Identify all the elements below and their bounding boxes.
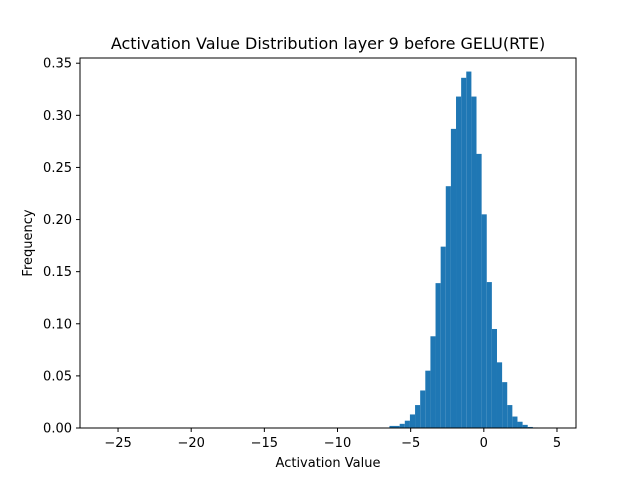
histogram-bar xyxy=(389,425,400,428)
histogram-bar xyxy=(527,426,533,428)
x-tick-label: −20 xyxy=(177,436,204,451)
chart-title: Activation Value Distribution layer 9 be… xyxy=(111,34,545,53)
x-tick-label: 5 xyxy=(553,436,561,451)
histogram-bar xyxy=(481,214,487,428)
histogram-bar xyxy=(517,421,523,428)
histogram-bars xyxy=(389,71,538,429)
y-axis-title: Frequency xyxy=(21,209,36,276)
histogram-bar xyxy=(502,382,508,428)
y-tick-label: 0.20 xyxy=(43,213,72,228)
histogram-bar xyxy=(415,405,421,428)
x-tick-label: −15 xyxy=(251,436,278,451)
y-tick-label: 0.30 xyxy=(43,109,72,124)
x-tick-label: −25 xyxy=(104,436,131,451)
histogram-bar xyxy=(450,128,457,428)
histogram-bar xyxy=(430,336,436,428)
x-axis-ticks: −25 −20 −15 −10 −5 0 5 xyxy=(104,428,561,451)
y-tick-label: 0.15 xyxy=(43,265,72,280)
histogram-bar xyxy=(440,246,446,428)
histogram-bar xyxy=(486,282,492,428)
histogram-bar xyxy=(420,390,426,428)
histogram-bar xyxy=(522,424,528,428)
y-tick-label: 0.05 xyxy=(43,369,72,384)
y-tick-label: 0.25 xyxy=(43,161,72,176)
histogram-bar xyxy=(456,96,462,428)
histogram-bar xyxy=(512,416,518,428)
x-axis-title: Activation Value xyxy=(276,456,381,471)
histogram-bar xyxy=(496,362,503,428)
histogram-bar xyxy=(491,328,497,428)
y-tick-label: 0.35 xyxy=(43,57,72,72)
y-tick-label: 0.00 xyxy=(43,422,72,437)
histogram-bar xyxy=(445,186,451,428)
histogram-bar xyxy=(507,405,513,428)
y-axis-ticks: 0.00 0.05 0.10 0.15 0.20 0.25 0.30 0.35 xyxy=(43,57,80,437)
plot-frame xyxy=(79,57,577,429)
histogram-bar xyxy=(404,420,410,428)
histogram-bar xyxy=(466,71,472,429)
x-tick-label: 0 xyxy=(480,436,488,451)
histogram-bar xyxy=(471,96,477,428)
x-tick-label: −5 xyxy=(401,436,420,451)
histogram-bar xyxy=(409,414,416,428)
histogram-bar xyxy=(399,423,405,428)
x-tick-label: −10 xyxy=(324,436,351,451)
histogram-bar xyxy=(476,153,482,428)
y-tick-label: 0.10 xyxy=(43,317,72,332)
histogram-bar xyxy=(435,283,441,428)
histogram-bar xyxy=(425,370,431,428)
histogram-bar xyxy=(461,77,467,429)
